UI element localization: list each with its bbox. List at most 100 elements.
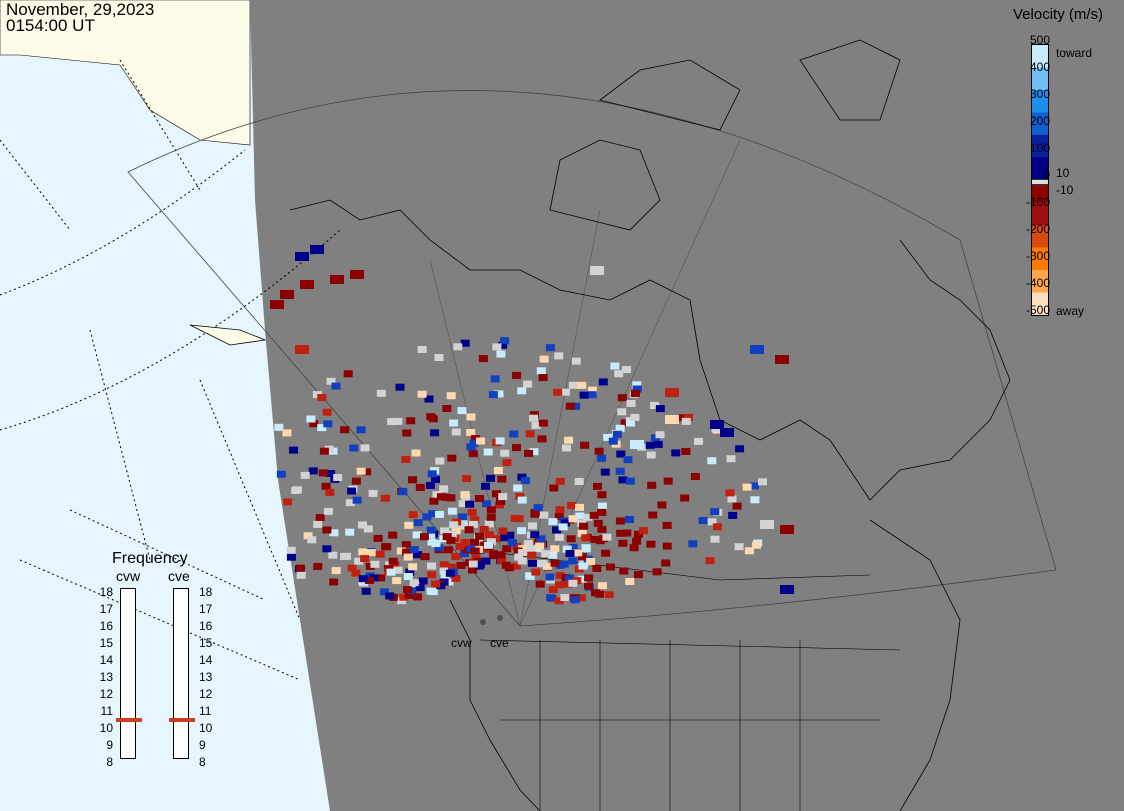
- scatter-cell: [536, 535, 546, 543]
- scatter-cell: [630, 390, 640, 397]
- scatter-cell: [382, 543, 392, 551]
- scatter-cell: [447, 454, 457, 462]
- colorbar-away-label: away: [1056, 304, 1085, 318]
- scatter-cell: [577, 381, 587, 389]
- scatter-cell: [630, 413, 640, 421]
- scatter-cell: [578, 562, 588, 570]
- scatter-cell: [562, 580, 572, 588]
- scatter-cell: [408, 511, 418, 519]
- scatter-cell: [780, 585, 794, 594]
- scatter-cell: [538, 374, 548, 382]
- scatter-cell: [662, 521, 672, 529]
- scatter-cell: [553, 388, 563, 396]
- scatter-cell: [562, 545, 572, 553]
- scatter-cell: [549, 484, 559, 492]
- coastlines: [189, 39, 1011, 811]
- scatter-cell: [571, 402, 581, 410]
- scatter-cell: [366, 549, 376, 557]
- scatter-cell: [681, 417, 691, 425]
- scatter-cell: [497, 475, 507, 483]
- scatter-cell: [597, 508, 607, 516]
- colorbar-tick: 400: [1029, 60, 1050, 74]
- scatter-cell: [419, 533, 429, 541]
- scatter-cell: [590, 266, 604, 275]
- frequency-scale-right: 8: [199, 755, 206, 769]
- frequency-radar-cvw: cvw: [116, 568, 141, 584]
- scatter-cell: [548, 551, 558, 559]
- scatter-cell: [457, 407, 467, 415]
- scatter-cell: [587, 386, 597, 394]
- scatter-cell: [392, 577, 402, 585]
- scatter-cell: [546, 594, 556, 602]
- scatter-cell: [313, 520, 323, 528]
- scatter-cell: [597, 502, 607, 510]
- scatter-cell: [710, 420, 724, 429]
- frequency-scale-right: 11: [199, 704, 212, 718]
- scatter-cell: [434, 354, 444, 361]
- scatter-cell: [655, 405, 665, 413]
- scatter-cell: [606, 563, 615, 571]
- scatter-cell: [456, 561, 466, 569]
- frequency-gauge-cvw: [120, 588, 136, 759]
- scatter-cell: [505, 531, 515, 539]
- scatter-cell: [583, 513, 593, 521]
- scatter-cell: [528, 522, 537, 530]
- scatter-cell: [350, 270, 364, 279]
- colorbar-label-neg10: -10: [1056, 183, 1074, 197]
- scatter-cell: [345, 528, 355, 536]
- frequency-scale-left: 18: [99, 585, 113, 599]
- scatter-cell: [360, 444, 370, 452]
- scatter-cell: [286, 546, 296, 554]
- scatter-cell: [439, 561, 449, 569]
- scatter-cell: [566, 535, 576, 543]
- scatter-cell: [565, 574, 575, 582]
- scatter-cell: [428, 510, 438, 518]
- scatter-cell: [698, 517, 708, 524]
- scatter-cell: [481, 500, 491, 508]
- scatter-cell: [329, 578, 339, 586]
- scatter-cell: [571, 357, 581, 365]
- scatter-cell: [496, 497, 505, 505]
- scatter-cell: [274, 423, 284, 431]
- scatter-cell: [559, 560, 569, 568]
- colorbar-zero-line: [1032, 179, 1048, 185]
- scatter-cell: [317, 394, 327, 402]
- scatter-cell: [548, 586, 558, 594]
- scatter-cell: [318, 469, 328, 477]
- scatter-cell: [615, 467, 625, 475]
- scatter-cell: [575, 503, 584, 511]
- scatter-cell: [523, 540, 533, 548]
- scatter-cell: [529, 414, 538, 422]
- scatter-cell: [307, 536, 317, 544]
- scatter-cell: [507, 539, 517, 547]
- scatter-cell: [484, 541, 493, 549]
- scatter-cell: [429, 497, 439, 505]
- scatter-cell: [376, 574, 386, 582]
- scatter-cell: [602, 533, 612, 541]
- time-label: 0154:00 UT: [6, 16, 95, 35]
- scatter-cell: [308, 467, 318, 475]
- scatter-cell: [552, 526, 561, 534]
- scatter-cell: [513, 484, 523, 492]
- colorbar-label-10: 10: [1056, 166, 1070, 180]
- scatter-cell: [476, 437, 486, 445]
- colorbar-gradient: [1031, 44, 1049, 316]
- colorbar-tick: 500: [1029, 33, 1050, 47]
- frequency-scale-right: 14: [199, 653, 213, 667]
- scatter-cell: [665, 388, 679, 397]
- frequency-scale-left: 15: [99, 636, 113, 650]
- scatter-cell: [468, 520, 478, 528]
- scatter-cell: [662, 542, 672, 550]
- scatter-cell: [527, 551, 537, 559]
- scatter-cell: [573, 549, 583, 557]
- scatter-cell: [498, 493, 508, 501]
- scatter-cell: [639, 527, 649, 535]
- scatter-cell: [349, 444, 359, 452]
- frequency-scale-right: 15: [199, 636, 213, 650]
- scatter-cell: [625, 477, 635, 485]
- scatter-cell: [331, 567, 341, 575]
- scatter-cell: [283, 498, 293, 506]
- alaska-landmass: [0, 0, 251, 146]
- scatter-cell: [511, 562, 521, 570]
- scatter-cell: [329, 529, 339, 537]
